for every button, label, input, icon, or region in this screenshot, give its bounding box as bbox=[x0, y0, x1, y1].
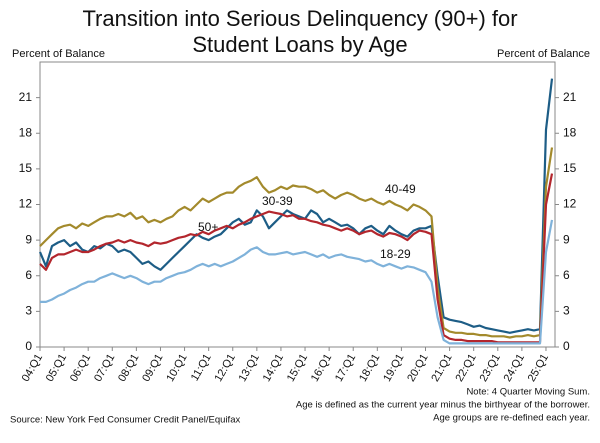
series-line bbox=[39, 173, 554, 344]
y-tick-label: 6 bbox=[25, 268, 32, 282]
series-line bbox=[38, 78, 554, 334]
series-label: 50+ bbox=[198, 220, 218, 234]
x-tick-label: 23:Q1 bbox=[478, 352, 503, 384]
x-tick-label: 14:Q1 bbox=[261, 352, 286, 384]
y-tick-label: 15 bbox=[19, 161, 33, 175]
x-tick-label: 13:Q1 bbox=[237, 352, 262, 384]
x-tick-label: 19:Q1 bbox=[381, 352, 406, 384]
chart-title: Transition into Serious Delinquency (90+… bbox=[82, 6, 517, 31]
x-tick-label: 09:Q1 bbox=[140, 352, 165, 384]
y-tick-label: 12 bbox=[19, 197, 33, 211]
x-tick-label: 22:Q1 bbox=[453, 352, 478, 384]
y-axis-label: Percent of Balance bbox=[12, 48, 105, 60]
y2-tick-label: 21 bbox=[563, 90, 577, 104]
y-tick-label: 18 bbox=[19, 125, 33, 139]
chart-title: Student Loans by Age bbox=[192, 32, 407, 57]
series-label: 18-29 bbox=[380, 247, 411, 261]
y2-tick-label: 15 bbox=[563, 161, 577, 175]
x-tick-label: 04:Q1 bbox=[20, 352, 45, 384]
y2-axis-label: Percent of Balance bbox=[497, 48, 590, 60]
y2-tick-label: 12 bbox=[563, 197, 577, 211]
x-tick-label: 16:Q1 bbox=[309, 352, 334, 384]
x-tick-label: 11:Q1 bbox=[189, 352, 214, 383]
source: Source: New York Fed Consumer Credit Pan… bbox=[10, 415, 240, 426]
series-label: 30-39 bbox=[262, 194, 293, 208]
x-tick-label: 15:Q1 bbox=[285, 352, 310, 384]
y-tick-label: 0 bbox=[25, 339, 32, 353]
y2-tick-label: 3 bbox=[563, 304, 570, 318]
x-tick-label: 18:Q1 bbox=[357, 352, 382, 384]
x-tick-label: 21:Q1 bbox=[429, 352, 454, 384]
y-tick-label: 9 bbox=[25, 232, 32, 246]
x-tick-label: 20:Q1 bbox=[405, 352, 430, 384]
series-label: 40-49 bbox=[385, 182, 416, 196]
x-tick-label: 25:Q1 bbox=[526, 352, 551, 384]
x-tick-label: 24:Q1 bbox=[502, 352, 527, 384]
note: Age is defined as the current year minus… bbox=[296, 400, 590, 411]
x-tick-label: 10:Q1 bbox=[164, 352, 189, 384]
note: Note: 4 Quarter Moving Sum. bbox=[466, 387, 590, 398]
y2-tick-label: 0 bbox=[563, 339, 570, 353]
y2-tick-label: 9 bbox=[563, 232, 570, 246]
note: Age groups are re-defined each year. bbox=[433, 413, 590, 424]
series-line bbox=[40, 219, 554, 345]
y-tick-label: 21 bbox=[19, 90, 33, 104]
y2-tick-label: 6 bbox=[563, 268, 570, 282]
y2-tick-label: 18 bbox=[563, 125, 577, 139]
x-tick-label: 12:Q1 bbox=[212, 352, 237, 384]
x-tick-label: 05:Q1 bbox=[44, 352, 69, 384]
x-tick-label: 06:Q1 bbox=[68, 352, 93, 384]
x-tick-label: 07:Q1 bbox=[92, 352, 117, 384]
x-tick-label: 17:Q1 bbox=[333, 352, 358, 384]
plot-frame bbox=[39, 61, 556, 348]
series-line bbox=[39, 147, 554, 339]
x-tick-label: 08:Q1 bbox=[116, 352, 141, 384]
y-tick-label: 3 bbox=[25, 304, 32, 318]
